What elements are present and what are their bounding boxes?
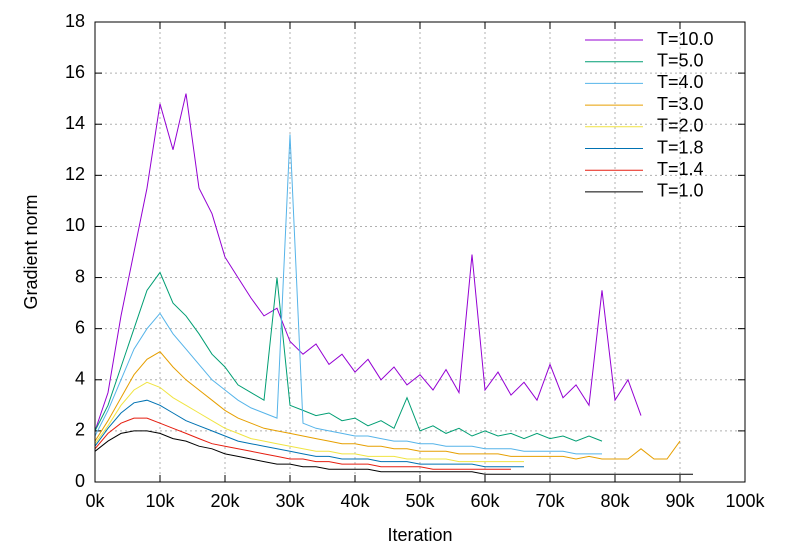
series-line — [94, 430, 693, 475]
x-tick-label: 90k — [665, 491, 695, 511]
legend-label: T=1.8 — [657, 137, 704, 157]
y-tick-label: 16 — [65, 62, 85, 82]
x-axis-label: Iteration — [387, 525, 452, 545]
legend-label: T=2.0 — [657, 116, 704, 136]
y-tick-label: 6 — [75, 317, 85, 337]
x-tick-label: 60k — [470, 491, 500, 511]
legend-label: T=10.0 — [657, 29, 714, 49]
x-tick-label: 100k — [725, 491, 765, 511]
legend-label: T=1.0 — [657, 181, 704, 201]
y-axis-label: Gradient norm — [21, 194, 41, 309]
legend-label: T=5.0 — [657, 50, 704, 70]
legend-label: T=3.0 — [657, 94, 704, 114]
y-tick-label: 4 — [75, 369, 85, 389]
series-line — [94, 271, 603, 442]
y-tick-label: 12 — [65, 164, 85, 184]
series-line — [94, 134, 602, 455]
legend-label: T=4.0 — [657, 72, 704, 92]
x-tick-label: 20k — [210, 491, 240, 511]
series-line — [94, 381, 524, 463]
x-tick-label: 50k — [405, 491, 435, 511]
x-tick-label: 10k — [145, 491, 175, 511]
x-tick-label: 30k — [275, 491, 305, 511]
series-line — [94, 399, 524, 468]
x-tick-label: 40k — [340, 491, 370, 511]
y-tick-label: 14 — [65, 113, 85, 133]
series-line — [94, 351, 681, 460]
y-tick-label: 8 — [75, 266, 85, 286]
series-line — [94, 93, 642, 432]
legend-label: T=1.4 — [657, 159, 704, 179]
plot-frame — [94, 21, 746, 483]
x-tick-label: 0k — [85, 491, 105, 511]
y-tick-label: 2 — [75, 420, 85, 440]
x-tick-label: 80k — [600, 491, 630, 511]
y-tick-label: 0 — [75, 471, 85, 491]
y-tick-label: 10 — [65, 215, 85, 235]
x-tick-label: 70k — [535, 491, 565, 511]
y-tick-label: 18 — [65, 11, 85, 31]
series-line — [94, 417, 511, 470]
